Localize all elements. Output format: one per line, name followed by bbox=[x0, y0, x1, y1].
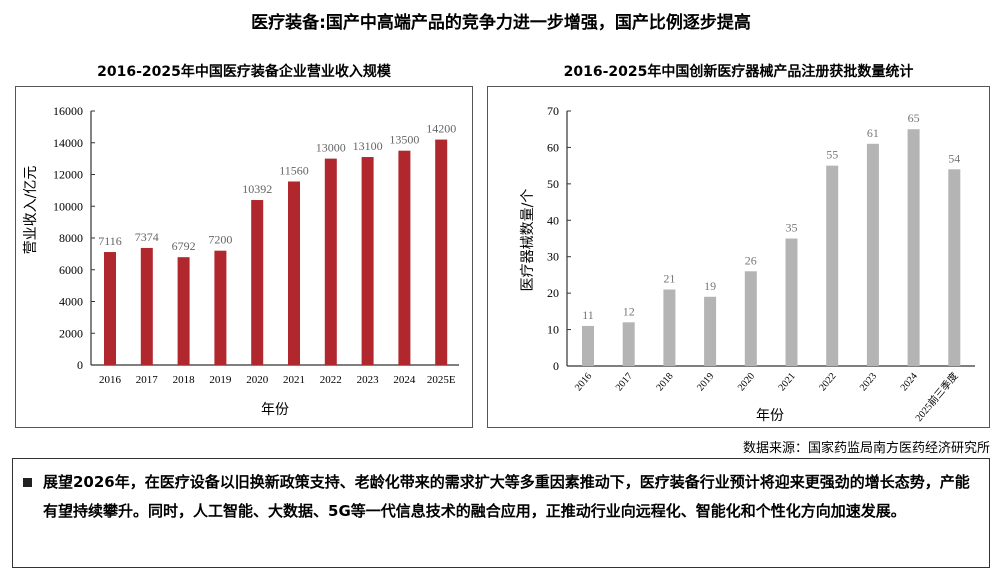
data-label: 13000 bbox=[316, 141, 346, 155]
data-label: 11 bbox=[582, 308, 594, 322]
data-label: 12 bbox=[623, 304, 635, 318]
y-tick-label: 10000 bbox=[53, 199, 83, 213]
x-tick-label: 2018 bbox=[173, 374, 196, 386]
bar bbox=[907, 129, 920, 366]
data-label: 14200 bbox=[426, 122, 456, 136]
data-label: 11560 bbox=[279, 163, 309, 177]
bar bbox=[214, 250, 227, 365]
y-tick-label: 16000 bbox=[53, 104, 83, 118]
x-tick-label: 2019 bbox=[209, 374, 232, 386]
bar bbox=[948, 169, 961, 366]
y-tick-label: 12000 bbox=[53, 168, 83, 182]
bar bbox=[288, 181, 300, 365]
x-tick-label: 2019 bbox=[695, 371, 716, 393]
bar bbox=[361, 157, 374, 365]
bar bbox=[866, 143, 879, 366]
bar bbox=[251, 200, 264, 365]
bullet-icon bbox=[23, 478, 32, 487]
y-tick-label: 10 bbox=[547, 323, 559, 337]
chart-title-approvals: 2016-2025年中国创新医疗器械产品注册获批数量统计 bbox=[563, 64, 914, 80]
y-tick-label: 4000 bbox=[59, 295, 83, 309]
x-tick-label: 2022 bbox=[320, 374, 342, 386]
page-title: 医疗装备:国产中高端产品的竞争力进一步增强，国产比例逐步提高 bbox=[251, 13, 751, 33]
y-tick-label: 2000 bbox=[59, 326, 83, 340]
bar bbox=[785, 238, 798, 366]
x-tick-label: 2020 bbox=[246, 374, 269, 386]
data-label: 7200 bbox=[208, 233, 232, 247]
data-label: 35 bbox=[786, 221, 798, 235]
data-label: 26 bbox=[745, 253, 757, 267]
chart-panel-revenue bbox=[15, 86, 473, 428]
bar bbox=[663, 289, 676, 366]
y-tick-label: 20 bbox=[547, 286, 559, 300]
y-tick-label: 8000 bbox=[59, 231, 83, 245]
y-tick-label: 50 bbox=[547, 177, 559, 191]
data-label: 7116 bbox=[98, 234, 122, 248]
bar bbox=[704, 296, 717, 366]
data-label: 55 bbox=[826, 148, 838, 162]
x-tick-label: 2023 bbox=[357, 374, 380, 386]
x-tick-label: 2017 bbox=[136, 374, 159, 386]
x-axis-title: 年份 bbox=[261, 402, 289, 418]
y-tick-label: 0 bbox=[77, 358, 83, 372]
data-label: 7374 bbox=[135, 230, 159, 244]
bar bbox=[104, 252, 116, 365]
x-tick-label: 2022 bbox=[817, 371, 838, 393]
y-tick-label: 70 bbox=[547, 104, 559, 118]
bar bbox=[435, 139, 448, 365]
y-tick-label: 0 bbox=[553, 359, 559, 373]
bar bbox=[582, 325, 594, 366]
x-tick-label: 2016 bbox=[573, 371, 594, 393]
data-label: 19 bbox=[704, 279, 716, 293]
y-tick-label: 14000 bbox=[53, 136, 83, 150]
outlook-note: 展望2026年，在医疗设备以旧换新政策支持、老龄化带来的需求扩大等多重因素推动下… bbox=[12, 458, 990, 568]
y-tick-label: 40 bbox=[547, 213, 559, 227]
data-source: 数据来源：国家药监局南方医药经济研究所 bbox=[742, 441, 990, 456]
bar bbox=[324, 158, 337, 365]
bar bbox=[140, 247, 153, 365]
data-label: 54 bbox=[948, 151, 960, 165]
data-label: 13100 bbox=[353, 139, 383, 153]
bar bbox=[744, 271, 757, 366]
data-label: 61 bbox=[867, 126, 879, 140]
data-label: 10392 bbox=[242, 182, 272, 196]
x-tick-label: 2021 bbox=[777, 371, 798, 393]
chart-panel-approvals bbox=[487, 86, 990, 428]
x-tick-label: 2023 bbox=[858, 371, 879, 393]
x-axis-title: 年份 bbox=[756, 408, 784, 424]
x-tick-label: 2024 bbox=[393, 374, 416, 386]
outlook-text: 展望2026年，在医疗设备以旧换新政策支持、老龄化带来的需求扩大等多重因素推动下… bbox=[43, 473, 970, 520]
x-tick-label: 2020 bbox=[736, 371, 757, 393]
y-tick-label: 6000 bbox=[59, 263, 83, 277]
data-label: 6792 bbox=[172, 239, 196, 253]
y-tick-label: 60 bbox=[547, 140, 559, 154]
y-tick-label: 30 bbox=[547, 250, 559, 264]
data-label: 13500 bbox=[389, 133, 419, 147]
x-tick-label: 2021 bbox=[283, 374, 305, 386]
x-tick-label: 2018 bbox=[654, 371, 675, 393]
x-tick-label: 2017 bbox=[614, 371, 635, 393]
bar bbox=[622, 322, 635, 366]
data-label: 21 bbox=[663, 272, 675, 286]
bar bbox=[398, 150, 411, 365]
bar bbox=[177, 257, 190, 365]
x-tick-label: 2024 bbox=[899, 371, 920, 393]
data-label: 65 bbox=[908, 111, 920, 125]
y-axis-title: 营业收入/亿元 bbox=[23, 166, 39, 255]
chart-title-revenue: 2016-2025年中国医疗装备企业营业收入规模 bbox=[97, 64, 391, 80]
y-axis-title: 医疗器械数量/个 bbox=[520, 189, 536, 292]
bar bbox=[826, 165, 839, 366]
x-tick-label: 2025E bbox=[427, 374, 456, 386]
x-tick-label: 2016 bbox=[99, 374, 122, 386]
